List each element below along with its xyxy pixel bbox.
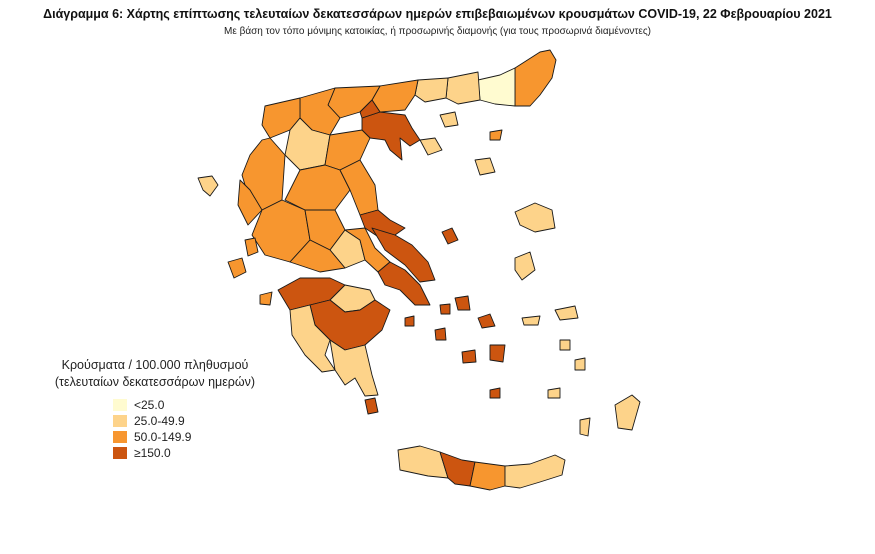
- region: [377, 261, 431, 306]
- island: [441, 227, 459, 245]
- island: [404, 315, 415, 327]
- region: [289, 239, 346, 273]
- region: [329, 339, 379, 397]
- island: [244, 237, 259, 257]
- legend-label: 50.0-149.9: [134, 430, 192, 444]
- island: [419, 137, 443, 156]
- island: [474, 157, 496, 176]
- legend-item: ≥150.0: [113, 445, 290, 461]
- map-legend: Κρούσματα / 100.000 πληθυσμού (τελευταίω…: [20, 357, 290, 461]
- region: [414, 77, 449, 103]
- region: [469, 461, 506, 491]
- island: [559, 339, 571, 351]
- island: [521, 315, 541, 326]
- region: [284, 164, 351, 211]
- island: [514, 202, 556, 233]
- island: [514, 251, 536, 281]
- island: [614, 394, 641, 431]
- island: [259, 291, 273, 306]
- legend-title-line2: (τελευταίων δεκατεσσάρων ημερών): [54, 375, 256, 389]
- region: [397, 445, 449, 479]
- island: [364, 397, 379, 415]
- region: [371, 227, 436, 283]
- island: [434, 327, 447, 341]
- island: [439, 303, 451, 315]
- region: [361, 111, 421, 161]
- island: [489, 344, 506, 363]
- island: [461, 349, 477, 364]
- legend-label: 25.0-49.9: [134, 414, 185, 428]
- legend-item: 25.0-49.9: [113, 413, 290, 429]
- island: [197, 175, 219, 197]
- island: [579, 417, 591, 437]
- region: [445, 71, 481, 105]
- island: [554, 305, 579, 321]
- region: [477, 67, 516, 107]
- island: [489, 129, 503, 141]
- legend-swatch: [113, 415, 127, 427]
- map-title: Διάγραμμα 6: Χάρτης επίπτωσης τελευταίων…: [43, 7, 832, 21]
- legend-title-line1: Κρούσματα / 100.000 πληθυσμού: [61, 358, 249, 372]
- island: [574, 357, 586, 371]
- legend-item: <25.0: [113, 397, 290, 413]
- island: [489, 387, 501, 399]
- region: [371, 79, 419, 113]
- region: [359, 209, 406, 239]
- legend-swatch: [113, 447, 127, 459]
- region: [237, 179, 263, 226]
- region: [324, 129, 371, 171]
- legend-item: 50.0-149.9: [113, 429, 290, 445]
- map-subtitle: Με βάση τον τόπο μόνιμης κατοικίας, ή πρ…: [224, 26, 651, 37]
- island: [547, 387, 561, 399]
- island: [227, 257, 247, 279]
- legend-label: ≥150.0: [134, 446, 171, 460]
- island: [439, 111, 459, 128]
- region: [289, 304, 336, 373]
- region: [359, 99, 381, 119]
- region: [514, 49, 557, 107]
- region: [504, 454, 566, 489]
- island: [454, 295, 471, 311]
- legend-swatch: [113, 399, 127, 411]
- island: [477, 313, 496, 329]
- legend-swatch: [113, 431, 127, 443]
- region: [439, 451, 476, 487]
- legend-label: <25.0: [134, 398, 165, 412]
